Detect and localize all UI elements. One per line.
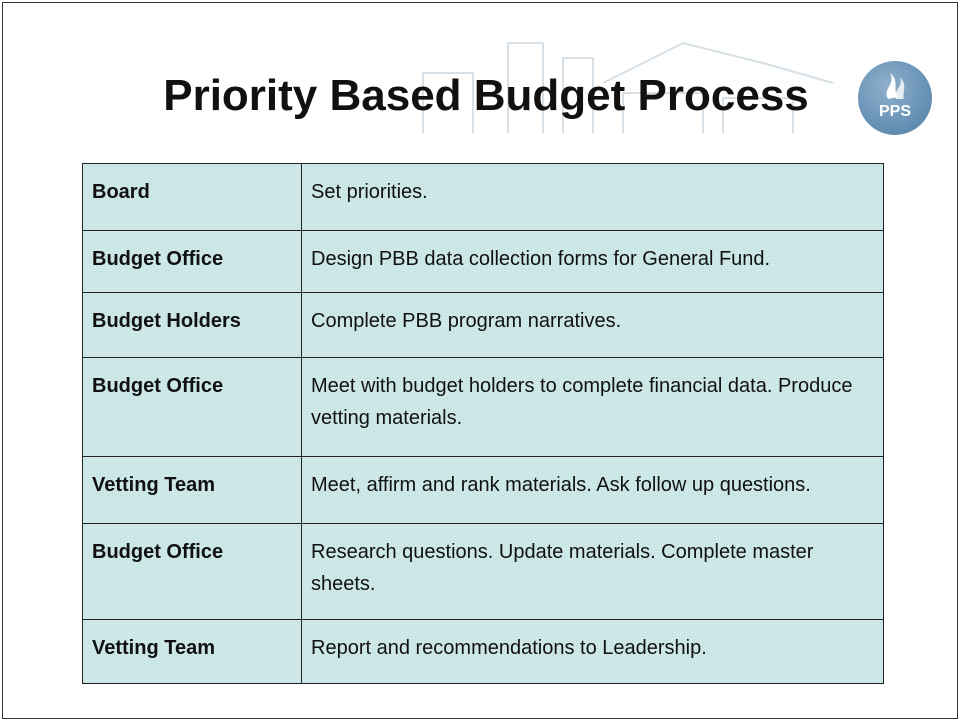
role-cell: Budget Office bbox=[82, 523, 302, 620]
role-cell: Board bbox=[82, 163, 302, 231]
task-cell: Research questions. Update materials. Co… bbox=[301, 523, 884, 620]
background-skyline bbox=[422, 41, 834, 133]
table-row: Budget Holders Complete PBB program narra… bbox=[82, 292, 884, 358]
task-cell: Report and recommendations to Leadership… bbox=[301, 619, 884, 684]
table-row: Board Set priorities. bbox=[82, 163, 884, 231]
table-row: Vetting Team Meet, affirm and rank materi… bbox=[82, 456, 884, 524]
logo: PPS bbox=[858, 61, 932, 135]
process-table: Board Set priorities. Budget Office Design … bbox=[82, 163, 884, 684]
logo-flame bbox=[886, 73, 905, 99]
task-cell: Meet with budget holders to complete fin… bbox=[301, 357, 884, 457]
table-row: Budget Office Design PBB data collection … bbox=[82, 230, 884, 293]
role-cell: Vetting Team bbox=[82, 456, 302, 524]
role-cell: Budget Office bbox=[82, 230, 302, 293]
role-cell: Budget Holders bbox=[82, 292, 302, 358]
table-row: Budget Office Research questions. Update … bbox=[82, 523, 884, 620]
task-cell: Complete PBB program narratives. bbox=[301, 292, 884, 358]
task-cell: Set priorities. bbox=[301, 163, 884, 231]
table-row: Vetting Team Report and recommendations t… bbox=[82, 619, 884, 684]
task-cell: Design PBB data collection forms for Gen… bbox=[301, 230, 884, 293]
title: Priority Based Budget Process bbox=[163, 71, 809, 120]
role-cell: Budget Office bbox=[82, 357, 302, 457]
table-row: Budget Office Meet with budget holders to… bbox=[82, 357, 884, 457]
task-cell: Meet, affirm and rank materials. Ask fol… bbox=[301, 456, 884, 524]
role-cell: Vetting Team bbox=[82, 619, 302, 684]
logo-text: PPS bbox=[878, 103, 911, 120]
